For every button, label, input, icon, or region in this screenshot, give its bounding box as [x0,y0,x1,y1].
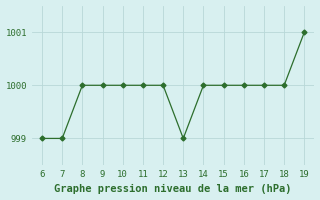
X-axis label: Graphe pression niveau de la mer (hPa): Graphe pression niveau de la mer (hPa) [54,184,292,194]
